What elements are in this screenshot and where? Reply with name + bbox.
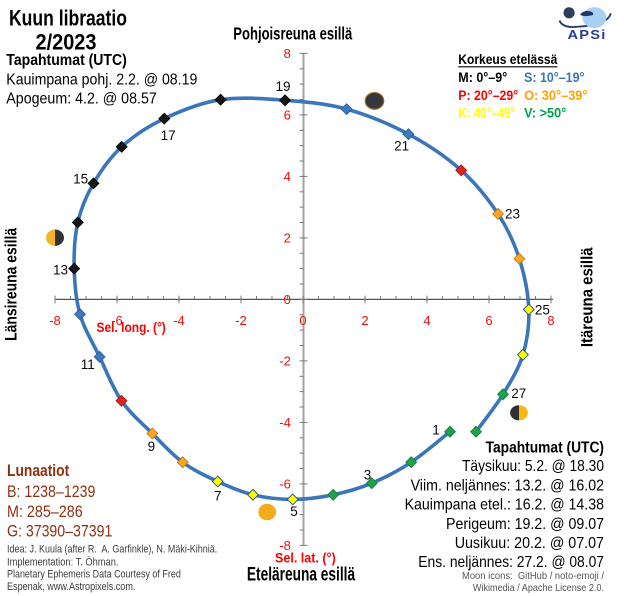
svg-text:21: 21	[394, 138, 409, 153]
svg-text:Uusikuu: 20.2. @ 07.07: Uusikuu: 20.2. @ 07.07	[455, 535, 604, 552]
svg-text:Espenak, www.Astropixels.com.: Espenak, www.Astropixels.com.	[7, 581, 135, 593]
svg-text:-8: -8	[279, 538, 291, 553]
svg-text:V: >50°: V: >50°	[524, 104, 566, 120]
svg-text:4: 4	[423, 313, 430, 328]
svg-text:15: 15	[73, 171, 88, 186]
svg-text:Länsireuna esillä: Länsireuna esillä	[2, 227, 21, 340]
svg-text:Tapahtumat (UTC): Tapahtumat (UTC)	[6, 52, 127, 69]
svg-text:Tapahtumat (UTC): Tapahtumat (UTC)	[486, 439, 604, 456]
svg-text:Eteläreuna esillä: Eteläreuna esillä	[247, 565, 356, 586]
svg-text:17: 17	[161, 128, 176, 143]
svg-text:3: 3	[364, 468, 372, 483]
svg-text:-4: -4	[279, 415, 291, 430]
svg-text:5: 5	[290, 504, 298, 519]
svg-text:Kauimpana pohj. 2.2. @ 08.19: Kauimpana pohj. 2.2. @ 08.19	[6, 71, 197, 88]
svg-text:2: 2	[361, 313, 368, 328]
svg-text:6: 6	[485, 313, 492, 328]
svg-text:Pohjoisreuna esillä: Pohjoisreuna esillä	[233, 23, 352, 43]
svg-text:Implementation: T. Öhman.: Implementation: T. Öhman.	[7, 556, 119, 568]
svg-text:Täysikuu: 5.2. @ 18.30: Täysikuu: 5.2. @ 18.30	[462, 458, 604, 475]
svg-text:27: 27	[511, 386, 526, 401]
svg-text:Sel. long. (°): Sel. long. (°)	[97, 320, 166, 335]
svg-text:11: 11	[81, 357, 95, 372]
svg-text:7: 7	[214, 489, 222, 504]
svg-text:Moon icons: GitHub / noto-emo: Moon icons: GitHub / noto-emoji /	[462, 571, 604, 582]
svg-text:-6: -6	[279, 477, 291, 492]
svg-text:23: 23	[505, 206, 520, 221]
svg-text:M: 0°–9°: M: 0°–9°	[458, 69, 507, 85]
svg-text:Viim. neljännes: 13.2. @ 16.02: Viim. neljännes: 13.2. @ 16.02	[411, 477, 604, 494]
svg-text:4: 4	[284, 169, 291, 184]
svg-text:19: 19	[275, 79, 290, 94]
svg-text:Apogeum: 4.2. @ 08.57: Apogeum: 4.2. @ 08.57	[6, 91, 157, 108]
svg-text:13: 13	[53, 262, 68, 277]
svg-text:6: 6	[284, 108, 291, 123]
svg-text:Perigeum: 19.2. @ 09.07: Perigeum: 19.2. @ 09.07	[446, 516, 604, 533]
svg-text:Lunaatiot: Lunaatiot	[7, 462, 70, 480]
svg-text:M: 285–286: M: 285–286	[7, 502, 83, 521]
svg-text:9: 9	[148, 439, 156, 454]
svg-text:8: 8	[284, 46, 291, 61]
svg-text:B: 1238–1239: B: 1238–1239	[7, 482, 95, 501]
svg-text:Idea: J. Kuula (after R. A. G: Idea: J. Kuula (after R. A. Garfinkle), …	[7, 544, 217, 556]
svg-text:K: 40°–49°: K: 40°–49°	[458, 104, 515, 120]
svg-text:Korkeus etelässä: Korkeus etelässä	[458, 51, 557, 67]
svg-text:S: 10°–19°: S: 10°–19°	[524, 69, 584, 85]
svg-text:P: 20°–29°: P: 20°–29°	[458, 87, 518, 103]
svg-text:G: 37390–37391: G: 37390–37391	[7, 521, 112, 540]
svg-text:-4: -4	[173, 313, 185, 328]
svg-text:-2: -2	[279, 354, 291, 369]
svg-text:Kauimpana etel.: 16.2. @ 14.38: Kauimpana etel.: 16.2. @ 14.38	[405, 497, 604, 514]
svg-text:Ens. neljännes: 27.2. @ 08.07: Ens. neljännes: 27.2. @ 08.07	[418, 554, 604, 571]
svg-text:-8: -8	[49, 313, 61, 328]
svg-text:25: 25	[535, 303, 550, 318]
svg-text:0: 0	[284, 292, 291, 307]
svg-text:Planetary Ephemeris Data Court: Planetary Ephemeris Data Courtesy of Fre…	[7, 569, 181, 581]
svg-text:2/2023: 2/2023	[36, 30, 97, 55]
svg-text:Sel. lat. (°): Sel. lat. (°)	[275, 550, 336, 565]
svg-text:Itäreuna esillä: Itäreuna esillä	[577, 247, 596, 347]
svg-text:1: 1	[432, 423, 440, 438]
svg-text:2: 2	[284, 231, 291, 246]
svg-text:8: 8	[547, 313, 554, 328]
svg-text:0: 0	[299, 313, 306, 328]
svg-text:Wikimedia / Apache License 2.0: Wikimedia / Apache License 2.0.	[473, 583, 604, 594]
svg-text:-2: -2	[235, 313, 247, 328]
svg-text:Kuun libraatio: Kuun libraatio	[9, 6, 127, 31]
svg-text:-6: -6	[111, 313, 123, 328]
svg-text:O: 30°–39°: O: 30°–39°	[524, 87, 587, 103]
svg-text:APSi: APSi	[568, 28, 607, 42]
